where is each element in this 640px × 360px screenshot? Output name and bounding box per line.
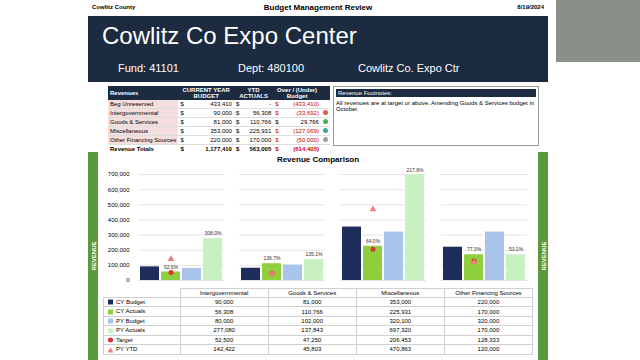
html-text:Target: Target [116, 336, 133, 343]
svg-text:62.6%: 62.6% [164, 264, 179, 270]
html-text:Revenues: Revenues [110, 90, 139, 96]
svg-text:400,000: 400,000 [108, 217, 130, 223]
svg-text:53.1%: 53.1% [509, 246, 524, 252]
html-text:Beg Unreserved: Beg Unreserved [110, 101, 154, 107]
svg-text:135.1%: 135.1% [306, 251, 324, 257]
svg-text:300,000: 300,000 [108, 232, 130, 238]
html-text:CY Budget: CY Budget [116, 299, 145, 305]
svg-text:500,000: 500,000 [108, 202, 130, 208]
svg-text:0: 0 [126, 277, 130, 283]
html-text:Dept: 480100: Dept: 480100 [238, 62, 305, 74]
html-text:142,422: 142,422 [213, 346, 235, 353]
html-text:225,931: 225,931 [389, 308, 412, 315]
html-text:56,308: 56,308 [252, 110, 272, 116]
html-text:110,766: 110,766 [301, 308, 323, 315]
html-text:8/19/2024: 8/19/2024 [517, 4, 544, 10]
html-text:52,500: 52,500 [214, 336, 234, 343]
html-text:225,931: 225,931 [249, 128, 272, 134]
html-text:102,000: 102,000 [301, 318, 323, 324]
html-text:170,000: 170,000 [477, 308, 500, 315]
html-text:Intergovernmental: Intergovernmental [110, 110, 159, 116]
html-text:Cowlitz County: Cowlitz County [92, 4, 136, 10]
html-text:45,803: 45,803 [303, 346, 322, 353]
html-text:120,000: 120,000 [477, 346, 500, 353]
html-text:563,005: 563,005 [249, 146, 272, 152]
html-text:110,766: 110,766 [250, 119, 272, 125]
html-text:(433,410): (433,410) [293, 101, 319, 107]
html-text:47,250: 47,250 [303, 336, 322, 343]
html-text:(127,069): (127,069) [293, 128, 319, 134]
html-text:REVENUE: REVENUE [540, 241, 546, 271]
html-text:REVENUE: REVENUE [90, 241, 96, 271]
html-text:170,000: 170,000 [249, 137, 272, 143]
html-text:Budget Management Review: Budget Management Review [263, 3, 373, 12]
html-text:Miscellaneous: Miscellaneous [110, 128, 148, 134]
html-text:697,320: 697,320 [389, 327, 412, 334]
html-text:220,000: 220,000 [477, 299, 500, 306]
html-text:81,000: 81,000 [213, 119, 232, 125]
svg-text:100,000: 100,000 [108, 262, 130, 268]
html-text:170,000: 170,000 [477, 327, 500, 334]
html-text:Revenue Footnotes:: Revenue Footnotes: [338, 90, 392, 96]
html-text:90,000: 90,000 [214, 299, 234, 306]
html-text:Goods & Services: Goods & Services [110, 119, 158, 125]
html-text:128,333: 128,333 [477, 336, 500, 343]
html-text:277,080: 277,080 [213, 327, 235, 334]
svg-text:217.8%: 217.8% [407, 167, 425, 173]
html-text:PY YTD: PY YTD [116, 346, 138, 353]
svg-text:136.7%: 136.7% [264, 255, 282, 261]
html-text:353,000: 353,000 [210, 128, 232, 134]
svg-text:200,000: 200,000 [108, 247, 130, 253]
html-text:1,177,410: 1,177,410 [205, 146, 232, 152]
html-text:90,000: 90,000 [213, 110, 232, 116]
svg-text:600,000: 600,000 [108, 187, 130, 193]
html-text:(614,405): (614,405) [293, 146, 319, 152]
html-text:353,000: 353,000 [389, 299, 412, 306]
html-text:(33,692): (33,692) [296, 110, 319, 116]
html-text:All revenues are at target or: All revenues are at target or above. Ame… [336, 100, 535, 112]
html-text:PY Budget: PY Budget [116, 317, 145, 324]
html-text:Other Financing Sources: Other Financing Sources [110, 137, 177, 143]
html-text:29,766: 29,766 [300, 119, 319, 125]
svg-text:64.0%: 64.0% [366, 238, 381, 244]
html-text:Over / (Under) Budget: Over / (Under) Budget [277, 87, 318, 99]
html-text:433,410: 433,410 [210, 101, 232, 107]
html-text:320,000: 320,000 [477, 318, 500, 324]
html-text:56,308: 56,308 [214, 308, 234, 315]
html-text:220,000: 220,000 [210, 137, 232, 143]
html-text:CY Actuals: CY Actuals [116, 308, 146, 315]
html-text:Other Financing Sources: Other Financing Sources [455, 290, 522, 296]
html-text:Revenue Comparison: Revenue Comparison [276, 155, 360, 164]
svg-text:700,000: 700,000 [108, 171, 130, 177]
html-text:Fund: 41101: Fund: 41101 [118, 62, 179, 74]
svg-text:77.3%: 77.3% [467, 246, 482, 252]
html-text:Goods & Services: Goods & Services [288, 290, 337, 296]
html-text:(50,000): (50,000) [296, 137, 319, 143]
html-text:Miscellaneous: Miscellaneous [381, 290, 420, 296]
html-text:137,843: 137,843 [301, 327, 323, 334]
svg-text:308.0%: 308.0% [205, 230, 223, 236]
html-text:206,453: 206,453 [389, 336, 412, 343]
html-text:Cowlitz Co Expo Center: Cowlitz Co Expo Center [102, 22, 357, 49]
html-text:320,100: 320,100 [389, 318, 412, 324]
html-text:80,000: 80,000 [214, 318, 234, 324]
html-text:81,000: 81,000 [303, 299, 322, 306]
html-text:Revenue Totals: Revenue Totals [110, 146, 154, 152]
html-text:PY Actuals: PY Actuals [116, 327, 145, 334]
html-text:Intergovernmental: Intergovernmental [199, 290, 249, 296]
html-text:CURRENT YEAR BUDGET: CURRENT YEAR BUDGET [182, 87, 230, 99]
html-text:YTD ACTUALS: YTD ACTUALS [239, 87, 268, 99]
html-text:470,863: 470,863 [389, 346, 412, 353]
html-text:Cowlitz Co. Expo Ctr: Cowlitz Co. Expo Ctr [358, 62, 460, 74]
